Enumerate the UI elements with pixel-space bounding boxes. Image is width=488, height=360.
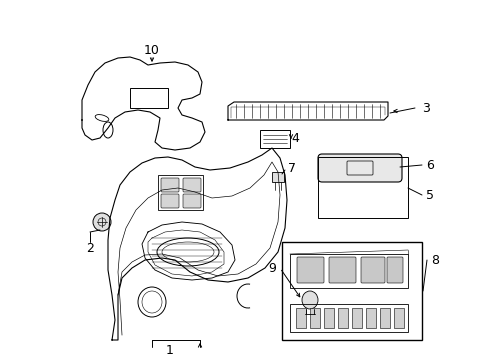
- FancyBboxPatch shape: [183, 194, 201, 208]
- Polygon shape: [379, 308, 389, 328]
- FancyBboxPatch shape: [161, 178, 179, 192]
- Text: 4: 4: [290, 131, 298, 144]
- Ellipse shape: [302, 291, 317, 309]
- Text: 10: 10: [144, 44, 160, 57]
- FancyBboxPatch shape: [328, 257, 355, 283]
- FancyBboxPatch shape: [183, 178, 201, 192]
- Text: 8: 8: [430, 253, 438, 266]
- Text: 6: 6: [425, 158, 433, 171]
- FancyBboxPatch shape: [317, 154, 401, 182]
- FancyBboxPatch shape: [161, 194, 179, 208]
- Text: 3: 3: [421, 102, 429, 114]
- Polygon shape: [365, 308, 375, 328]
- Polygon shape: [393, 308, 403, 328]
- Polygon shape: [271, 172, 284, 182]
- Polygon shape: [337, 308, 347, 328]
- Text: 5: 5: [425, 189, 433, 202]
- Polygon shape: [351, 308, 361, 328]
- Polygon shape: [295, 308, 305, 328]
- FancyBboxPatch shape: [296, 257, 324, 283]
- Text: 1: 1: [166, 343, 174, 356]
- Polygon shape: [324, 308, 333, 328]
- Text: 9: 9: [267, 261, 275, 274]
- Circle shape: [93, 213, 111, 231]
- FancyBboxPatch shape: [360, 257, 384, 283]
- Text: 2: 2: [86, 242, 94, 255]
- Polygon shape: [309, 308, 319, 328]
- Text: 7: 7: [287, 162, 295, 175]
- FancyBboxPatch shape: [386, 257, 402, 283]
